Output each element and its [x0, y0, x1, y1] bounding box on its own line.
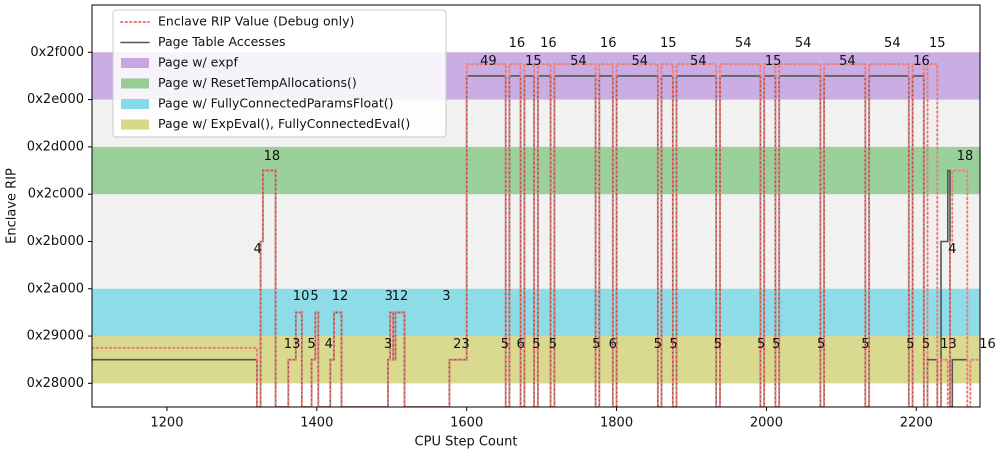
annotation: 5	[772, 337, 780, 352]
x-tick-label: 1600	[450, 416, 483, 431]
legend-swatch	[121, 78, 149, 89]
annotation: 54	[795, 36, 812, 51]
annotation: 10	[293, 289, 310, 304]
annotation: 16	[509, 36, 526, 51]
legend-box	[112, 9, 447, 138]
annotation: 5	[532, 337, 540, 352]
annotation: 5	[817, 337, 825, 352]
annotation: 15	[929, 36, 946, 51]
annotation: 5	[307, 337, 315, 352]
legend-swatch	[121, 119, 149, 130]
y-tick-label: 0x2a000	[27, 281, 84, 296]
annotation: 5	[592, 337, 600, 352]
annotation: 54	[690, 54, 707, 69]
legend-label: Page w/ ResetTempAllocations()	[158, 75, 357, 90]
legend-label: Page w/ ExpEval(), FullyConnectedEval()	[158, 116, 410, 131]
annotation: 54	[570, 54, 587, 69]
annotation: 4	[325, 337, 333, 352]
annotation: 5	[501, 337, 509, 352]
x-axis-label: CPU Step Count	[415, 435, 518, 450]
y-tick-label: 0x2d000	[27, 139, 84, 154]
annotation: 5	[714, 337, 722, 352]
y-tick-label: 0x29000	[27, 329, 84, 344]
x-tick-label: 2000	[750, 416, 783, 431]
annotation: 5	[654, 337, 662, 352]
y-tick-label: 0x28000	[27, 376, 84, 391]
x-tick-label: 1400	[300, 416, 333, 431]
x-tick-label: 1800	[600, 416, 633, 431]
legend-label: Page Table Accesses	[158, 34, 286, 49]
legend-swatch	[121, 99, 149, 109]
legend-label: Enclave RIP Value (Debug only)	[158, 14, 354, 29]
plot-content	[92, 52, 980, 407]
band	[92, 146, 980, 195]
annotation: 4	[948, 242, 956, 257]
annotation: 5	[922, 337, 930, 352]
legend-swatch	[121, 58, 149, 68]
y-tick-label: 0x2f000	[30, 45, 84, 60]
annotation: 18	[957, 149, 974, 164]
annotation: 13	[284, 337, 301, 352]
y-tick-label: 0x2c000	[28, 187, 84, 202]
series-line	[92, 63, 980, 407]
annotation: 6	[516, 337, 524, 352]
annotation: 16	[979, 337, 996, 352]
annotation: 13	[940, 337, 957, 352]
annotation: 5	[861, 337, 869, 352]
annotation: 5	[310, 289, 318, 304]
y-axis-label: Enclave RIP	[5, 168, 20, 244]
annotation: 16	[600, 36, 617, 51]
annotation: 54	[884, 36, 901, 51]
axes-frame	[91, 4, 981, 408]
annotation: 5	[757, 337, 765, 352]
annotation: 3	[442, 289, 450, 304]
annotation: 15	[525, 54, 542, 69]
annotation: 15	[765, 54, 782, 69]
annotation: 6	[609, 337, 617, 352]
annotation: 54	[735, 36, 752, 51]
annotation: 12	[392, 289, 409, 304]
x-tick-label: 1200	[150, 416, 183, 431]
annotation: 4	[253, 242, 261, 257]
annotation: 16	[540, 36, 557, 51]
x-tick-label: 2200	[900, 416, 933, 431]
annotation: 3	[384, 337, 392, 352]
annotation: 15	[660, 36, 677, 51]
legend-label: Page w/ expf	[158, 55, 238, 70]
annotation: 3	[385, 289, 393, 304]
y-tick-label: 0x2e000	[27, 92, 84, 107]
legend: Enclave RIP Value (Debug only) Page Table…	[112, 9, 447, 138]
annotation: 23	[453, 337, 470, 352]
legend-label: Page w/ FullyConnectedParamsFloat()	[158, 96, 393, 111]
annotation: 54	[839, 54, 856, 69]
annotation: 49	[480, 54, 497, 69]
annotation: 16	[913, 54, 930, 69]
annotation: 5	[669, 337, 677, 352]
annotation: 5	[906, 337, 914, 352]
band	[92, 288, 980, 337]
annotation: 18	[264, 149, 281, 164]
y-tick-label: 0x2b000	[27, 234, 84, 249]
annotation: 12	[332, 289, 349, 304]
annotation: 54	[632, 54, 649, 69]
annotation: 5	[549, 337, 557, 352]
